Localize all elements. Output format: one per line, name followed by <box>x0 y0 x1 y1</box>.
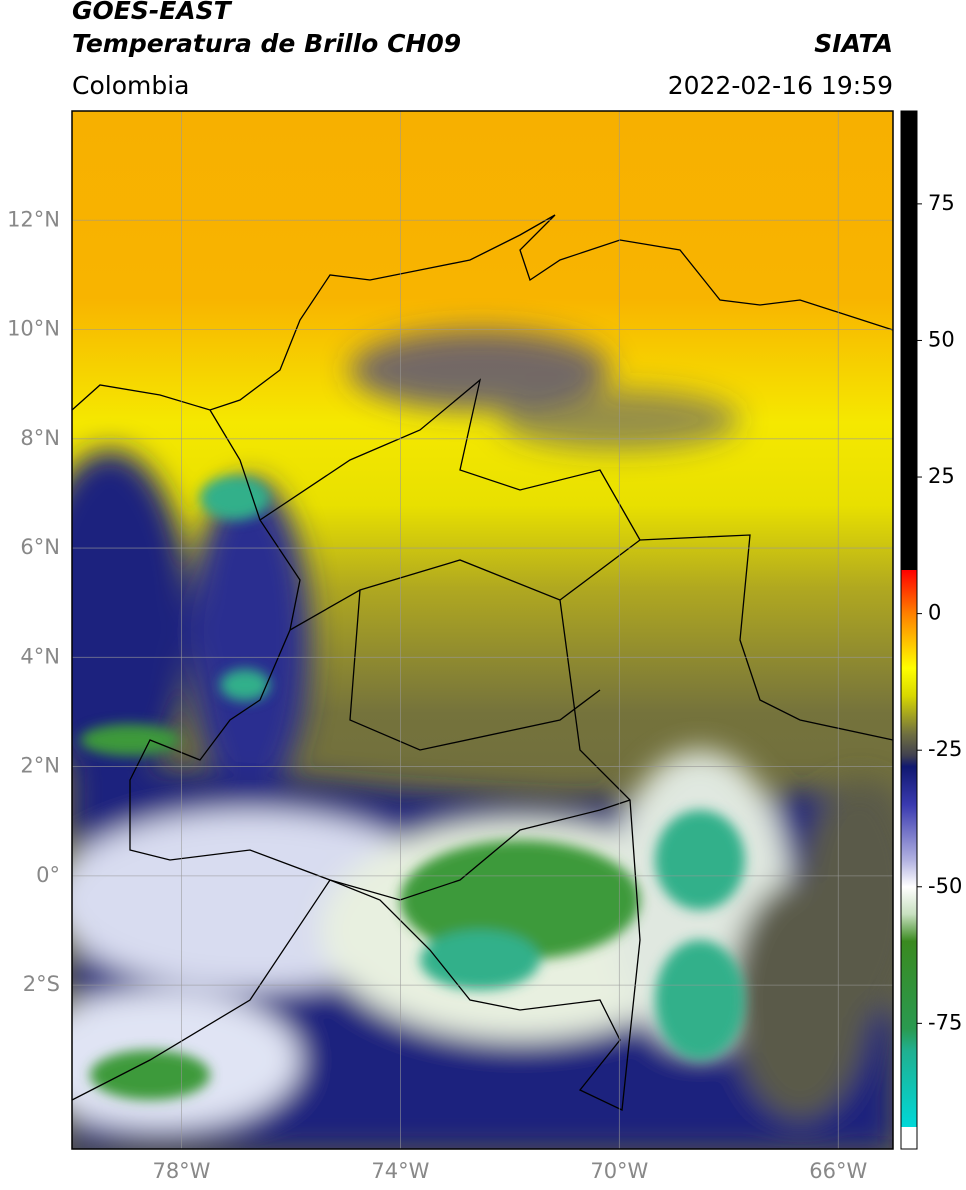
satellite-image <box>72 111 893 1149</box>
colorbar-tick-label: -50 <box>928 874 962 898</box>
colorbar: 75 50 25 0 -25 -50 -75 <box>900 110 962 1150</box>
colorbar-tick-label: 75 <box>928 191 955 215</box>
x-tick-label: 78°W <box>152 1159 210 1183</box>
map-frame <box>71 110 894 1150</box>
y-tick-label: 4°N <box>20 644 60 668</box>
title: GOES-EAST <box>72 0 233 25</box>
y-tick-label: 2°N <box>20 754 60 778</box>
y-tick-label: 6°N <box>20 535 60 559</box>
y-tick-label: 10°N <box>7 317 60 341</box>
y-tick-label: 2°S <box>23 972 60 996</box>
source: SIATA <box>814 29 893 58</box>
colorbar-tick-label: -25 <box>928 737 962 761</box>
x-tick-label: 66°W <box>809 1159 867 1183</box>
colorbar-tick-label: -75 <box>928 1010 962 1034</box>
colorbar-tick-label: 0 <box>928 601 941 625</box>
y-tick-label: 0° <box>36 863 60 887</box>
borders <box>72 214 893 1111</box>
datetime: 2022-02-16 19:59 <box>668 71 893 100</box>
x-tick-label: 70°W <box>590 1159 648 1183</box>
grid <box>72 111 893 1149</box>
y-tick-label: 12°N <box>7 207 60 231</box>
x-tick-label: 74°W <box>371 1159 429 1183</box>
subtitle: Temperatura de Brillo CH09 <box>72 29 461 58</box>
colorbar-bar <box>900 110 918 1150</box>
y-tick-label: 8°N <box>20 426 60 450</box>
region: Colombia <box>72 71 189 100</box>
colorbar-tick-label: 25 <box>928 464 955 488</box>
colorbar-tick-label: 50 <box>928 327 955 351</box>
